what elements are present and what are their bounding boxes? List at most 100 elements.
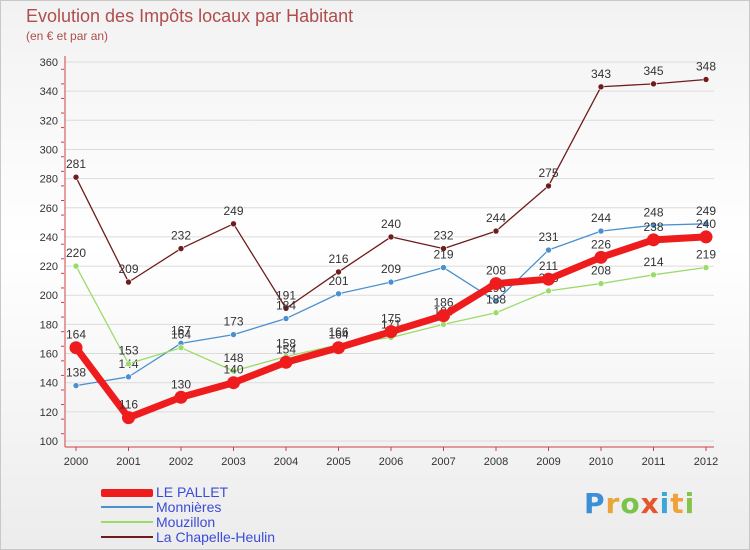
data-label-monnieres-2009: 231 [538, 230, 558, 244]
x-tick-label-2008: 2008 [484, 456, 508, 468]
data-label-la-chapelle-heulin-2005: 216 [328, 252, 348, 266]
point-le-pallet-2005 [332, 341, 345, 355]
point-le-pallet-2012 [699, 230, 713, 244]
data-label-la-chapelle-heulin-2006: 240 [381, 217, 401, 231]
point-le-pallet-2008 [489, 277, 503, 291]
point-mouzillon-2009 [545, 287, 552, 295]
data-label-mouzillon-2011: 214 [643, 255, 663, 269]
legend-item-monnieres: Monnières [101, 500, 401, 515]
point-la-chapelle-heulin-2001 [125, 278, 132, 286]
x-tick-label-2000: 2000 [64, 456, 88, 468]
x-tick-label-2011: 2011 [642, 456, 666, 468]
y-tick-label-160: 160 [40, 349, 58, 361]
point-la-chapelle-heulin-2007 [440, 245, 447, 252]
legend-swatch-le-pallet [101, 489, 153, 497]
point-monnieres-2011 [650, 221, 657, 229]
point-mouzillon-2001 [125, 360, 132, 368]
data-label-le-pallet-2003: 140 [223, 363, 243, 377]
point-mouzillon-2007 [440, 321, 447, 328]
point-mouzillon-2012 [702, 264, 710, 271]
data-label-la-chapelle-heulin-2000: 281 [66, 157, 86, 171]
point-monnieres-2005 [335, 290, 342, 298]
data-label-monnieres-2005: 201 [328, 274, 348, 288]
data-label-le-pallet-2002: 130 [171, 377, 191, 391]
data-label-mouzillon-2012: 219 [696, 248, 716, 262]
point-le-pallet-2004 [279, 355, 293, 369]
point-monnieres-2000 [72, 382, 80, 389]
data-label-la-chapelle-heulin-2002: 232 [171, 229, 191, 243]
x-tick-label-2004: 2004 [274, 456, 298, 468]
point-le-pallet-2001 [122, 411, 135, 425]
y-tick-label-220: 220 [40, 261, 58, 273]
data-label-la-chapelle-heulin-2012: 348 [696, 59, 716, 73]
y-tick-label-280: 280 [40, 174, 58, 186]
point-monnieres-2012 [702, 220, 710, 228]
point-la-chapelle-heulin-2004 [282, 305, 290, 312]
legend-label-le-pallet: LE PALLET [156, 484, 229, 500]
point-le-pallet-2000 [69, 341, 83, 355]
point-mouzillon-2003 [230, 367, 237, 375]
point-monnieres-2004 [282, 315, 290, 322]
data-label-le-pallet-2007: 186 [433, 296, 453, 310]
data-label-mouzillon-2005: 166 [328, 325, 348, 339]
point-la-chapelle-heulin-2010 [597, 83, 605, 91]
legend-label-la-chapelle-heulin: La Chapelle-Heulin [156, 529, 276, 545]
legend-item-la-chapelle-heulin: La Chapelle-Heulin [101, 530, 401, 545]
point-la-chapelle-heulin-2011 [650, 80, 657, 88]
data-label-monnieres-2010: 244 [591, 211, 611, 225]
data-label-mouzillon-2010: 208 [591, 264, 611, 278]
point-monnieres-2003 [230, 331, 237, 338]
y-tick-label-200: 200 [40, 290, 58, 302]
data-label-monnieres-2007: 219 [433, 248, 453, 262]
data-label-monnieres-2000: 138 [66, 366, 86, 380]
data-label-le-pallet-2006: 175 [381, 312, 401, 326]
point-monnieres-2009 [545, 246, 552, 254]
series-line-monnieres [75, 223, 707, 387]
point-monnieres-2010 [597, 227, 605, 235]
point-mouzillon-2008 [492, 309, 500, 317]
data-label-mouzillon-2003: 148 [223, 351, 243, 365]
point-la-chapelle-heulin-2008 [492, 227, 500, 235]
point-mouzillon-2002 [177, 344, 185, 352]
point-le-pallet-2010 [594, 250, 608, 264]
x-tick-label-2003: 2003 [221, 456, 245, 468]
y-tick-label-120: 120 [40, 407, 58, 419]
x-tick-label-2009: 2009 [536, 456, 560, 468]
legend-swatch-la-chapelle-heulin [101, 536, 153, 538]
y-tick-label-360: 360 [40, 57, 58, 69]
point-la-chapelle-heulin-2012 [702, 76, 710, 83]
y-tick-label-140: 140 [40, 378, 58, 390]
legend-swatch-monnieres [101, 506, 153, 508]
point-la-chapelle-heulin-2002 [177, 245, 185, 252]
chart-subtitle: (en € et par an) [26, 29, 109, 43]
point-la-chapelle-heulin-2005 [335, 268, 342, 276]
point-le-pallet-2006 [384, 325, 398, 339]
data-label-monnieres-2012: 249 [696, 204, 716, 218]
data-label-la-chapelle-heulin-2001: 209 [118, 262, 138, 276]
point-monnieres-2008 [492, 297, 500, 305]
data-label-le-pallet-2008: 208 [486, 264, 506, 278]
data-label-la-chapelle-heulin-2008: 244 [486, 211, 506, 225]
data-label-la-chapelle-heulin-2004: 191 [276, 288, 296, 302]
point-le-pallet-2007 [437, 309, 450, 323]
legend-item-mouzillon: Mouzillon [101, 515, 401, 530]
data-label-mouzillon-2008: 188 [486, 293, 506, 307]
data-label-mouzillon-2002: 164 [171, 328, 191, 342]
y-tick-label-260: 260 [40, 203, 58, 215]
x-tick-label-2006: 2006 [379, 456, 403, 468]
data-label-la-chapelle-heulin-2010: 343 [591, 67, 611, 81]
point-mouzillon-2011 [650, 271, 657, 279]
proxiti-logo: Proxiti [584, 487, 696, 520]
data-label-le-pallet-2004: 154 [276, 342, 296, 356]
x-tick-label-2012: 2012 [694, 456, 718, 468]
data-label-le-pallet-2010: 226 [591, 237, 611, 251]
point-le-pallet-2003 [227, 376, 240, 390]
data-label-mouzillon-2004: 158 [276, 336, 296, 350]
point-mouzillon-2000 [72, 262, 80, 270]
point-mouzillon-2010 [597, 280, 605, 287]
point-le-pallet-2011 [647, 233, 660, 247]
point-le-pallet-2002 [174, 390, 188, 404]
x-tick-label-2002: 2002 [169, 456, 193, 468]
